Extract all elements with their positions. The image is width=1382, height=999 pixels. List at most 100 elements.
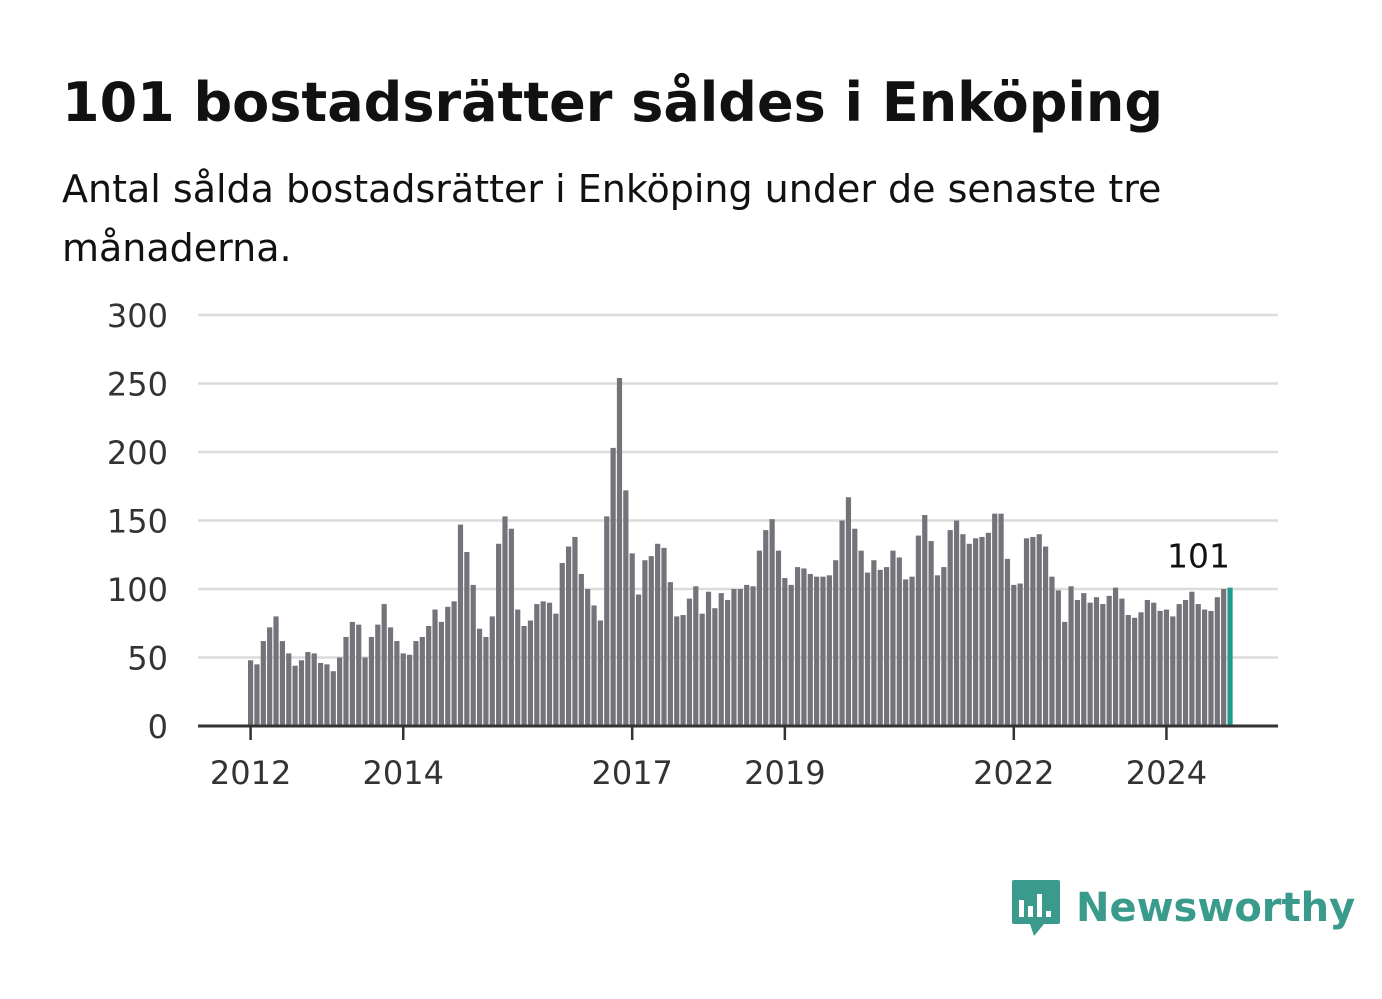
bar [616, 378, 623, 726]
bar [1112, 587, 1119, 726]
newsworthy-logo: Newsworthy [1010, 878, 1355, 938]
bar [890, 550, 896, 726]
bar [502, 516, 508, 726]
bar [1125, 615, 1131, 726]
bar [1068, 586, 1074, 726]
bar [305, 652, 311, 726]
bar [725, 599, 731, 726]
bar [546, 602, 553, 726]
bar [839, 520, 845, 726]
bar [585, 589, 591, 726]
bar [1214, 597, 1220, 726]
bar [311, 653, 317, 726]
bar [527, 620, 534, 726]
bar [1030, 536, 1036, 726]
y-axis-ticks: 0 50 100 150 200 250 300 [107, 297, 168, 746]
bar [248, 660, 254, 726]
bar [896, 557, 902, 726]
bar [915, 535, 921, 726]
bar [298, 660, 305, 726]
bar [356, 624, 362, 726]
x-tick-label: 2019 [744, 754, 825, 792]
bar [1100, 604, 1106, 726]
bar [712, 608, 718, 726]
bar [457, 524, 464, 726]
bar [1151, 602, 1157, 726]
bar [1049, 576, 1055, 726]
bar [286, 653, 292, 726]
bar [845, 497, 852, 726]
last-value-label: 101 [1167, 537, 1230, 576]
y-tick-label: 300 [107, 297, 168, 335]
bar [1208, 610, 1214, 726]
bar [1227, 587, 1233, 726]
bar [534, 604, 540, 726]
bar [540, 601, 546, 726]
y-tick-label: 150 [107, 503, 168, 541]
bar [661, 547, 667, 726]
bar [1195, 604, 1201, 726]
bar [1043, 546, 1049, 726]
bar [826, 575, 832, 726]
bar [445, 606, 451, 726]
bar [928, 541, 934, 726]
x-tick-label: 2022 [973, 754, 1054, 792]
bar [597, 620, 603, 726]
bar [1081, 593, 1087, 726]
bar [820, 576, 826, 726]
bar [1004, 558, 1011, 726]
bar [680, 615, 686, 726]
y-tick-label: 0 [148, 708, 168, 746]
bar [515, 609, 521, 726]
bar [1062, 621, 1068, 726]
bar [387, 627, 394, 726]
bar [973, 538, 979, 726]
bar [1087, 602, 1093, 726]
bar [992, 513, 998, 726]
x-tick-label: 2012 [210, 754, 291, 792]
bar [407, 654, 413, 726]
bar [833, 560, 839, 726]
bar [400, 653, 406, 726]
bar [292, 665, 298, 726]
bar [438, 621, 444, 726]
bar [1144, 599, 1150, 726]
bar [674, 616, 680, 726]
bar [852, 528, 858, 726]
bar [426, 625, 432, 726]
bar [794, 567, 801, 726]
bar [629, 553, 635, 726]
bar [744, 584, 750, 726]
bars [248, 378, 1233, 726]
bar [998, 513, 1004, 726]
bar [705, 591, 712, 726]
bar [756, 550, 762, 726]
bar [559, 562, 565, 726]
bar [1163, 609, 1170, 726]
bar [966, 543, 972, 726]
bar [604, 516, 610, 726]
bar [642, 560, 648, 726]
x-axis-ticks: 2012 2014 2017 2019 2022 2024 [210, 726, 1207, 792]
bar [476, 628, 483, 726]
bar [254, 664, 260, 726]
bar [686, 598, 693, 726]
annotations: 101 [1167, 537, 1230, 576]
bar [489, 616, 495, 726]
bar [553, 613, 559, 726]
bar [1189, 591, 1195, 726]
bar [591, 605, 597, 726]
bar [349, 621, 355, 726]
y-tick-label: 100 [107, 571, 168, 609]
bar [814, 576, 820, 726]
bar [1157, 610, 1163, 726]
newsworthy-logo-icon [1012, 880, 1060, 936]
bar [1036, 534, 1042, 726]
bar [877, 569, 883, 726]
bar [763, 530, 769, 726]
bar [801, 568, 807, 726]
bar [782, 578, 788, 726]
bar [1017, 583, 1023, 726]
bar [267, 627, 273, 726]
